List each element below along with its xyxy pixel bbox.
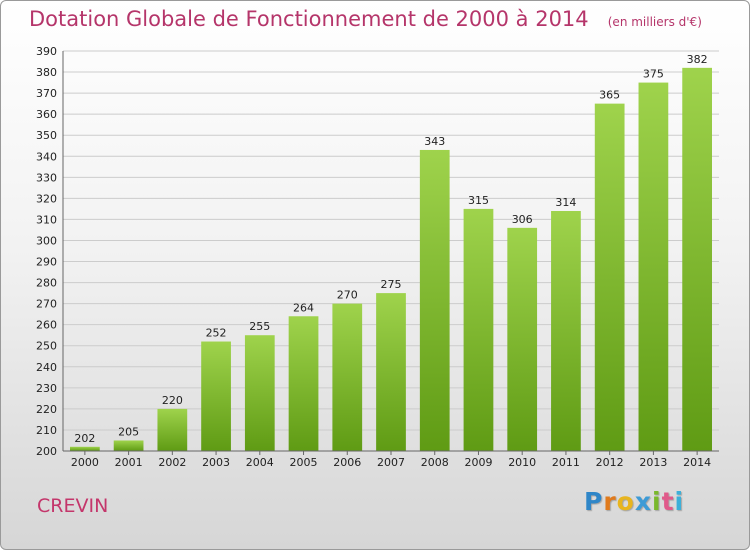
x-tick-label: 2003 — [202, 456, 230, 469]
x-tick-label: 2011 — [552, 456, 580, 469]
chart-title: Dotation Globale de Fonctionnement de 20… — [29, 7, 589, 31]
value-label: 365 — [599, 89, 620, 102]
x-tick-label: 2002 — [158, 456, 186, 469]
bar — [463, 208, 494, 451]
y-tick-label: 380 — [36, 66, 57, 79]
bar — [157, 408, 188, 451]
value-label: 314 — [555, 196, 576, 209]
value-label: 255 — [249, 320, 270, 333]
y-tick-label: 240 — [36, 361, 57, 374]
value-label: 220 — [162, 394, 183, 407]
y-tick-label: 270 — [36, 298, 57, 311]
x-tick-label: 2004 — [246, 456, 274, 469]
y-tick-label: 320 — [36, 192, 57, 205]
y-tick-label: 290 — [36, 256, 57, 269]
x-tick-label: 2001 — [115, 456, 143, 469]
y-tick-label: 340 — [36, 150, 57, 163]
title-row: Dotation Globale de Fonctionnement de 20… — [29, 7, 702, 31]
bar — [288, 316, 319, 451]
logo-letter: i — [652, 487, 662, 516]
proxiti-logo: Proxiti — [584, 487, 684, 516]
y-tick-label: 300 — [36, 234, 57, 247]
x-tick-label: 2012 — [596, 456, 624, 469]
value-label: 315 — [468, 194, 489, 207]
y-tick-label: 360 — [36, 108, 57, 121]
value-label: 306 — [512, 213, 533, 226]
bar — [113, 440, 144, 451]
value-label: 205 — [118, 425, 139, 438]
bar — [69, 446, 100, 451]
bar — [594, 103, 625, 451]
x-tick-label: 2009 — [464, 456, 492, 469]
value-label: 275 — [381, 278, 402, 291]
logo-letter: x — [634, 487, 652, 516]
y-tick-label: 260 — [36, 319, 57, 332]
x-tick-label: 2008 — [421, 456, 449, 469]
commune-name: CREVIN — [37, 495, 109, 517]
value-label: 375 — [643, 68, 664, 81]
y-tick-label: 350 — [36, 129, 57, 142]
value-label: 264 — [293, 301, 314, 314]
y-tick-label: 280 — [36, 277, 57, 290]
x-tick-label: 2006 — [333, 456, 361, 469]
x-tick-label: 2014 — [683, 456, 711, 469]
y-tick-label: 200 — [36, 445, 57, 458]
value-label: 252 — [206, 327, 227, 340]
y-tick-label: 370 — [36, 87, 57, 100]
bar — [682, 67, 713, 451]
bar — [244, 335, 275, 451]
bar — [419, 149, 450, 451]
value-label: 382 — [687, 53, 708, 66]
value-label: 202 — [74, 432, 95, 445]
logo-letter: r — [603, 487, 617, 516]
y-tick-label: 210 — [36, 424, 57, 437]
logo-letter: i — [674, 487, 685, 516]
y-tick-label: 310 — [36, 213, 57, 226]
x-tick-label: 2010 — [508, 456, 536, 469]
bar — [201, 341, 231, 451]
x-tick-label: 2013 — [639, 456, 667, 469]
logo-letter: t — [661, 487, 675, 516]
y-tick-label: 330 — [36, 171, 57, 184]
value-label: 343 — [424, 135, 445, 148]
value-label: 270 — [337, 289, 358, 302]
bar — [376, 293, 406, 451]
bar — [551, 211, 581, 451]
y-tick-label: 220 — [36, 403, 57, 416]
logo-letter: o — [616, 487, 635, 516]
bar — [507, 227, 538, 451]
x-tick-label: 2000 — [71, 456, 99, 469]
logo-letter: P — [584, 487, 604, 516]
y-tick-label: 230 — [36, 382, 57, 395]
y-tick-label: 250 — [36, 340, 57, 353]
bar — [638, 82, 669, 451]
x-tick-label: 2005 — [290, 456, 318, 469]
x-tick-label: 2007 — [377, 456, 405, 469]
chart-subtitle: (en milliers d'€) — [607, 15, 702, 29]
y-tick-label: 390 — [36, 45, 57, 58]
bar — [332, 303, 363, 451]
